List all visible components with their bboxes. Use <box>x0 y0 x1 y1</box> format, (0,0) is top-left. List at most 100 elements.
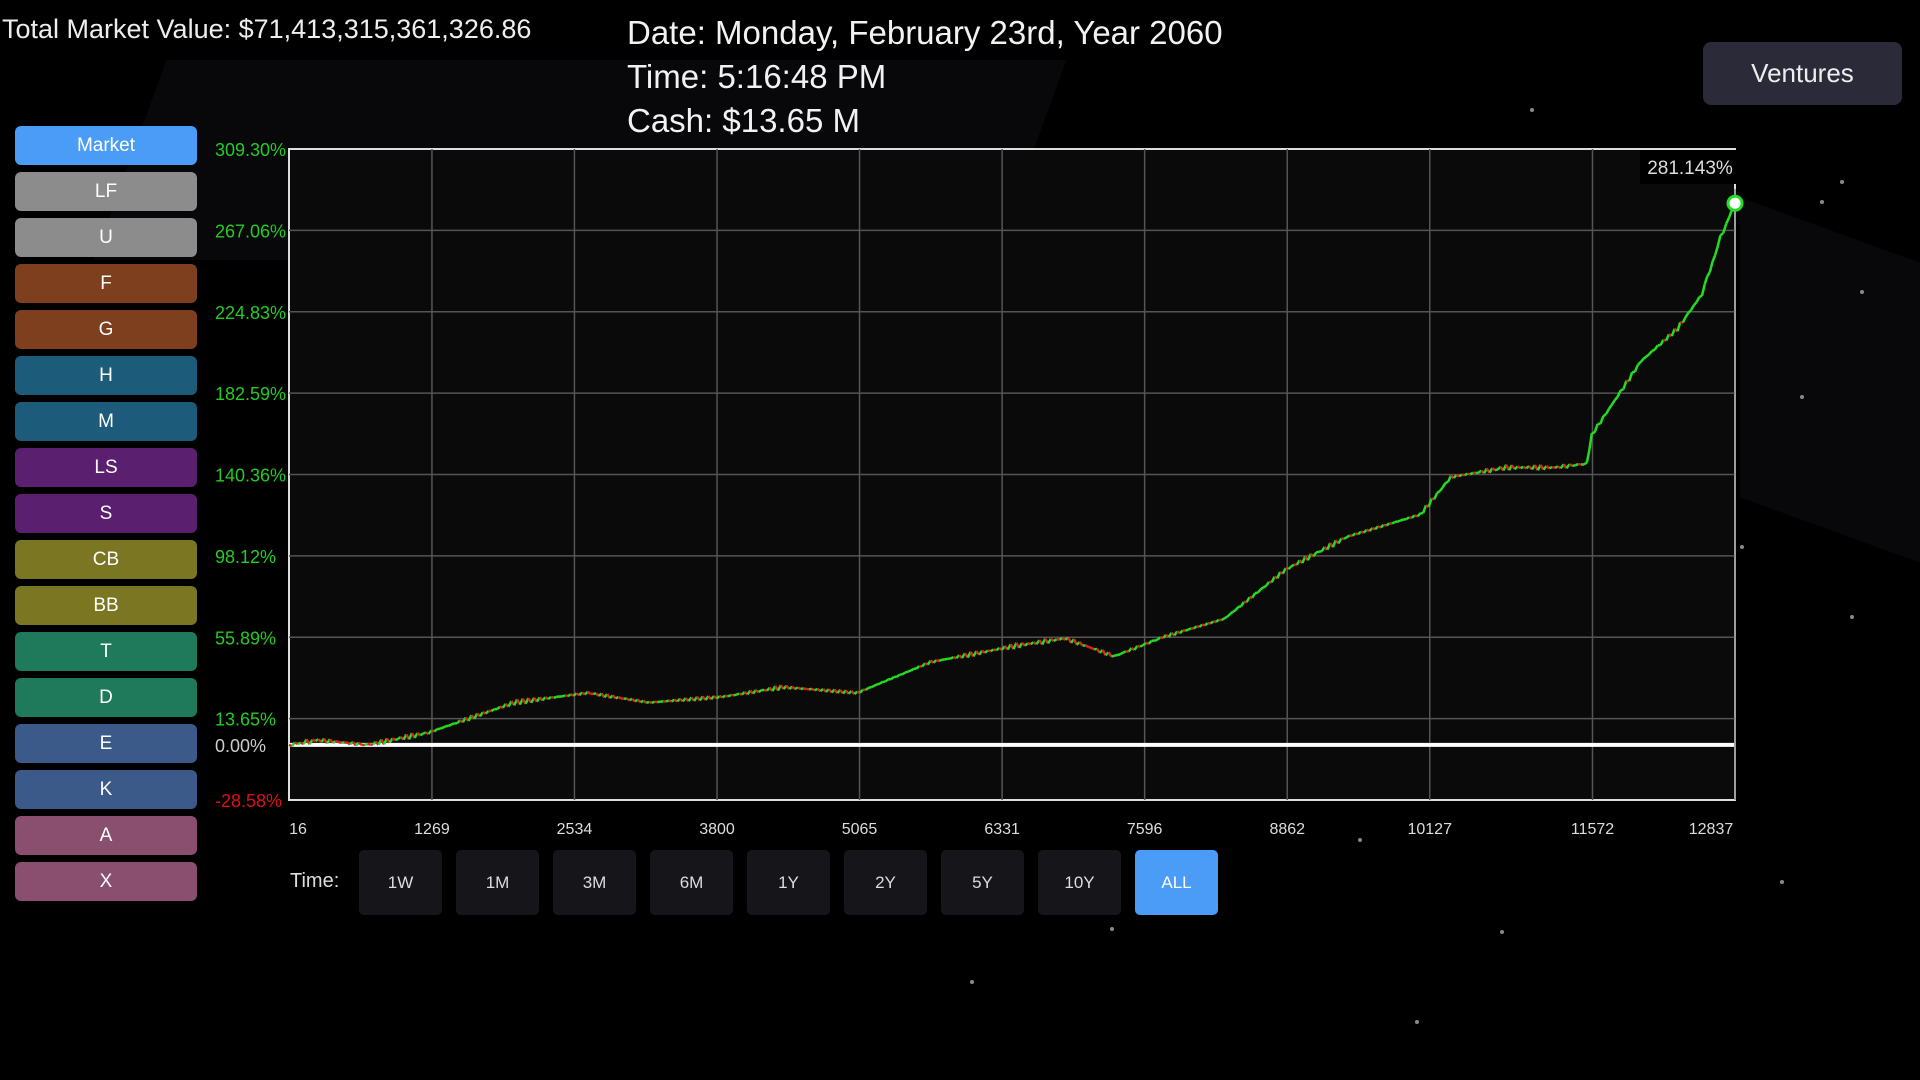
series-segment <box>1583 461 1588 466</box>
sidebar-item-k[interactable]: K <box>15 770 197 809</box>
series-segment <box>645 700 650 705</box>
series-segment <box>1027 642 1032 646</box>
sidebar-item-bb[interactable]: BB <box>15 586 197 625</box>
series-segment <box>794 686 799 691</box>
time-range-5y[interactable]: 5Y <box>941 850 1024 915</box>
series-segment <box>328 738 334 744</box>
series-segment <box>1116 653 1121 657</box>
series-segment <box>816 687 822 693</box>
sidebar-item-ls[interactable]: LS <box>15 448 197 487</box>
series-segment <box>1173 630 1179 637</box>
series-segment <box>314 738 320 743</box>
series-segment <box>1240 601 1245 607</box>
series-segment <box>944 657 948 661</box>
sidebar-item-g[interactable]: G <box>15 310 197 349</box>
sidebar-item-market[interactable]: Market <box>15 126 197 165</box>
series-segment <box>1698 294 1703 299</box>
series-segment <box>1421 504 1428 514</box>
series-segment <box>901 671 906 676</box>
series-segment <box>450 722 455 726</box>
time-range-all[interactable]: ALL <box>1135 850 1218 915</box>
series-segment <box>490 708 495 713</box>
time-range-2y[interactable]: 2Y <box>844 850 927 915</box>
series-segment <box>1256 588 1262 594</box>
series-segment <box>1622 380 1628 390</box>
series-segment <box>1648 350 1653 355</box>
series-segment <box>856 690 861 694</box>
star-decoration <box>1415 1020 1419 1024</box>
current-value-marker <box>1726 194 1744 212</box>
series-segment <box>1477 469 1483 474</box>
series-segment <box>1391 520 1396 525</box>
series-segment <box>1119 651 1124 656</box>
sidebar-item-d[interactable]: D <box>15 678 197 717</box>
sidebar-item-a[interactable]: A <box>15 816 197 855</box>
series-segment <box>499 705 504 709</box>
series-segment <box>1525 465 1530 470</box>
series-segment <box>1464 472 1469 477</box>
series-segment <box>364 742 368 747</box>
series-segment <box>1565 463 1571 470</box>
sidebar-item-e[interactable]: E <box>15 724 197 763</box>
series-segment <box>1593 423 1599 433</box>
sidebar-item-s[interactable]: S <box>15 494 197 533</box>
series-segment <box>1147 639 1153 645</box>
series-segment <box>1444 480 1449 485</box>
sidebar-item-m[interactable]: M <box>15 402 197 441</box>
sidebar-item-u[interactable]: U <box>15 218 197 257</box>
series-segment <box>335 740 339 744</box>
series-segment <box>567 693 572 698</box>
series-segment <box>797 686 802 691</box>
sidebar-item-f[interactable]: F <box>15 264 197 303</box>
series-segment <box>1281 567 1287 575</box>
time-range-3m[interactable]: 3M <box>553 850 636 915</box>
series-segment <box>1676 322 1682 332</box>
series-segment <box>1687 309 1692 314</box>
series-segment <box>572 692 578 697</box>
y-tick-label: 224.83% <box>215 303 286 323</box>
series-segment <box>388 737 394 744</box>
series-segment <box>859 688 864 694</box>
series-segment <box>564 694 569 698</box>
series-segment <box>1620 388 1624 392</box>
sidebar-item-x[interactable]: X <box>15 862 197 901</box>
sidebar-item-t[interactable]: T <box>15 632 197 671</box>
sidebar-item-lf[interactable]: LF <box>15 172 197 211</box>
series-segment <box>642 699 647 704</box>
series-segment <box>1653 344 1659 351</box>
series-segment <box>1337 537 1343 545</box>
series-segment <box>924 662 929 666</box>
series-segment <box>1516 465 1522 470</box>
series-segment <box>1551 465 1556 470</box>
ventures-button[interactable]: Ventures <box>1703 42 1902 105</box>
series-segment <box>1639 357 1645 363</box>
star-decoration <box>1850 615 1854 619</box>
sidebar-item-h[interactable]: H <box>15 356 197 395</box>
series-segment <box>1032 641 1038 646</box>
series-segment <box>391 737 396 742</box>
time-range-1m[interactable]: 1M <box>456 850 539 915</box>
series-segment <box>757 689 763 694</box>
series-segment <box>657 700 661 704</box>
series-segment <box>1187 627 1192 631</box>
time-range-1y[interactable]: 1Y <box>747 850 830 915</box>
series-segment <box>1232 609 1237 613</box>
series-segment <box>713 695 718 700</box>
series-segment <box>884 678 890 683</box>
series-segment <box>1379 523 1385 529</box>
series-segment <box>640 699 645 704</box>
time-range-6m[interactable]: 6M <box>650 850 733 915</box>
time-range-10y[interactable]: 10Y <box>1038 850 1121 915</box>
series-segment <box>1383 523 1387 527</box>
time-range-1w[interactable]: 1W <box>359 850 442 915</box>
series-segment <box>547 695 552 701</box>
series-segment <box>910 667 915 672</box>
series-segment <box>1226 613 1231 618</box>
series-segment <box>710 695 715 701</box>
series-segment <box>755 689 760 694</box>
series-segment <box>876 682 881 686</box>
series-segment <box>550 695 555 700</box>
sidebar-item-cb[interactable]: CB <box>15 540 197 579</box>
series-segment <box>1568 463 1574 467</box>
series-segment <box>1520 465 1524 470</box>
